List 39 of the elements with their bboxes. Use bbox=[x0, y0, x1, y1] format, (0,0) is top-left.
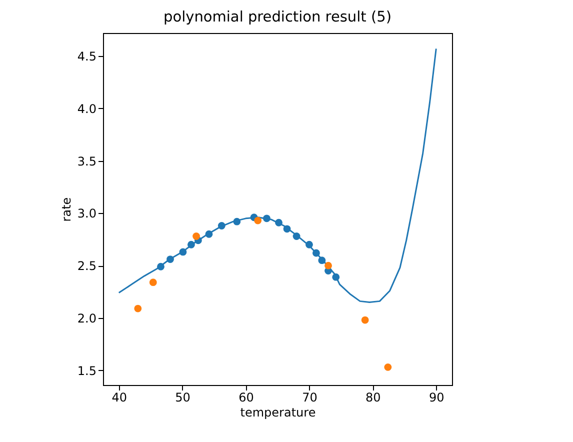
point bbox=[254, 216, 262, 224]
point bbox=[179, 248, 187, 256]
x-tick-label: 90 bbox=[428, 390, 444, 404]
point bbox=[166, 256, 174, 263]
x-tick-label: 80 bbox=[366, 390, 381, 404]
point bbox=[134, 304, 142, 312]
point bbox=[157, 262, 164, 270]
x-tick-label: 40 bbox=[112, 390, 128, 404]
y-axis-title: rate bbox=[59, 197, 74, 222]
y-tick-label: 4.0 bbox=[77, 102, 96, 116]
y-tick-label: 1.5 bbox=[77, 364, 96, 378]
point bbox=[218, 222, 226, 230]
point bbox=[384, 363, 392, 371]
x-tick-label: 60 bbox=[238, 390, 254, 404]
x-axis-title: temperature bbox=[240, 406, 316, 420]
point bbox=[283, 225, 291, 233]
chart-title: polynomial prediction result (5) bbox=[164, 10, 392, 26]
point bbox=[332, 273, 340, 281]
point bbox=[312, 249, 320, 257]
point bbox=[275, 218, 282, 226]
point bbox=[292, 232, 300, 240]
y-tick-label: 4.5 bbox=[77, 50, 96, 64]
point bbox=[324, 262, 332, 270]
point bbox=[318, 256, 326, 264]
point bbox=[263, 214, 270, 222]
y-tick-label: 3.5 bbox=[77, 154, 96, 168]
point bbox=[187, 240, 195, 248]
point bbox=[233, 218, 241, 226]
point bbox=[192, 232, 200, 240]
point bbox=[205, 230, 213, 238]
point bbox=[361, 316, 369, 324]
point bbox=[149, 278, 157, 286]
line-series bbox=[118, 48, 437, 303]
point bbox=[306, 240, 313, 248]
y-tick-label: 2.0 bbox=[77, 311, 96, 326]
y-tick-label: 2.5 bbox=[77, 259, 96, 274]
x-tick-label: 70 bbox=[302, 390, 318, 404]
x-tick-label: 50 bbox=[175, 390, 190, 404]
y-tick-label: 3.0 bbox=[77, 206, 96, 221]
